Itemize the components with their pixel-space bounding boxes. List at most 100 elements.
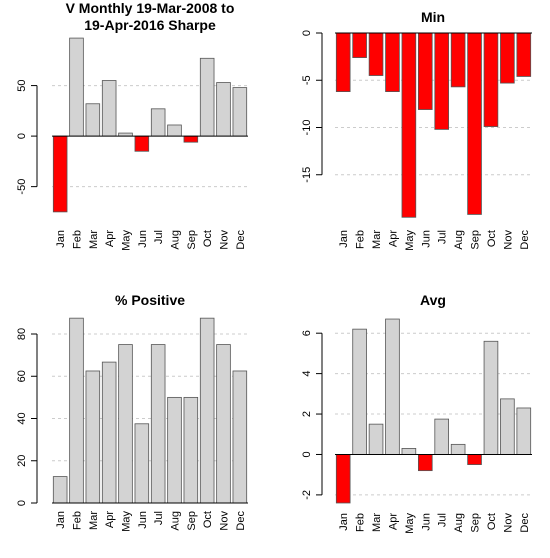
sharpe-bar xyxy=(232,87,248,137)
avg-bar xyxy=(417,454,433,472)
min-x-tick-label: Dec xyxy=(519,230,531,250)
positive-x-tick-label: Aug xyxy=(170,511,182,531)
avg-x-tick-label: Sep xyxy=(470,513,482,533)
sharpe-chart-title: V Monthly 19-Mar-2008 to xyxy=(66,0,235,16)
min-x-tick-label: Mar xyxy=(371,230,383,249)
positive-x-tick-label: Dec xyxy=(235,511,247,531)
min-bar xyxy=(417,32,433,110)
sharpe-bar xyxy=(216,82,231,137)
sharpe-bar xyxy=(150,108,166,137)
sharpe-x-tick-label: Dec xyxy=(235,230,247,250)
avg-x-tick-label: Apr xyxy=(387,513,399,530)
sharpe-bar xyxy=(183,135,199,143)
positive-x-tick-label: Nov xyxy=(219,511,231,531)
avg-x-tick-label: Feb xyxy=(355,513,367,532)
sharpe-x-tick-label: Jul xyxy=(153,230,165,244)
avg-bar xyxy=(368,423,384,455)
positive-x-tick-label: Oct xyxy=(202,511,214,528)
positive-x-tick-label: Apr xyxy=(104,511,116,528)
sharpe-x-tick-label: Mar xyxy=(88,230,100,249)
positive-y-tick-label: 20 xyxy=(16,455,28,467)
sharpe-bar xyxy=(134,135,150,152)
sharpe-y-tick-label: 0 xyxy=(16,133,28,139)
positive-x-tick-label: Jul xyxy=(153,511,165,525)
min-x-tick-label: Jul xyxy=(437,230,449,244)
min-x-tick-label: Feb xyxy=(355,230,367,249)
min-bar xyxy=(385,32,400,92)
avg-bar xyxy=(335,454,351,504)
positive-x-tick-label: Sep xyxy=(186,511,198,531)
avg-bar xyxy=(434,418,450,455)
min-bar xyxy=(450,32,466,88)
min-bar xyxy=(352,32,367,58)
avg-bar xyxy=(450,443,466,455)
avg-bar xyxy=(483,340,499,455)
positive-y-tick-label: 0 xyxy=(16,500,28,506)
min-chart-title: Min xyxy=(421,9,445,25)
min-y-tick-label: 0 xyxy=(301,30,313,36)
avg-x-tick-label: May xyxy=(404,513,416,534)
positive-chart-title: % Positive xyxy=(115,292,185,308)
min-x-tick-label: Jan xyxy=(338,230,350,248)
sharpe-x-tick-label: Apr xyxy=(104,230,116,247)
sharpe-x-tick-label: Aug xyxy=(170,230,182,250)
min-x-tick-label: Jun xyxy=(420,230,432,248)
positive-bar xyxy=(232,370,248,504)
positive-x-tick-label: Mar xyxy=(88,511,100,530)
min-bar xyxy=(467,32,482,215)
avg-x-tick-label: Jul xyxy=(437,513,449,527)
avg-x-tick-label: Mar xyxy=(371,513,383,532)
min-x-tick-label: Aug xyxy=(453,230,465,250)
min-x-tick-label: Sep xyxy=(470,230,482,250)
min-bar xyxy=(483,32,499,127)
avg-x-tick-label: Aug xyxy=(453,513,465,533)
positive-bar xyxy=(167,396,182,504)
min-bar xyxy=(335,32,351,92)
sharpe-x-tick-label: Oct xyxy=(202,230,214,247)
avg-y-tick-label: 4 xyxy=(301,371,313,377)
sharpe-x-tick-label: Jan xyxy=(55,230,67,248)
avg-bar xyxy=(516,407,532,455)
sharpe-bar xyxy=(85,103,101,137)
positive-bar xyxy=(52,476,68,504)
sharpe-bar xyxy=(69,37,84,137)
positive-bar xyxy=(134,423,150,504)
sharpe-y-tick-label: 50 xyxy=(16,79,28,91)
min-x-tick-label: Apr xyxy=(387,230,399,247)
min-bar xyxy=(368,32,384,76)
avg-x-tick-label: Jan xyxy=(338,513,350,531)
positive-chart-panel: % Positive 0 20 40 60 80 Jan Feb Mar Apr May Jun Ju… xyxy=(16,292,248,532)
avg-bar xyxy=(352,328,367,455)
min-chart-panel: Min -15 -10 -5 0 Jan Feb Mar Apr May Jun Jul Aug Sep… xyxy=(301,9,532,251)
avg-bar xyxy=(401,448,417,455)
avg-y-tick-label: -2 xyxy=(301,490,313,500)
sharpe-bar xyxy=(101,80,117,137)
avg-bar xyxy=(500,398,515,455)
sharpe-x-tick-label: Nov xyxy=(219,230,231,250)
positive-bar xyxy=(150,344,166,504)
min-bar xyxy=(516,32,532,77)
min-bar xyxy=(434,32,450,130)
sharpe-y-tick-label: -50 xyxy=(16,179,28,195)
positive-x-tick-label: Jun xyxy=(137,511,149,529)
positive-y-tick-label: 80 xyxy=(16,328,28,340)
avg-y-tick-label: 6 xyxy=(301,330,313,336)
positive-bar xyxy=(199,317,215,504)
sharpe-chart-panel: V Monthly 19-Mar-2008 to 19-Apr-2016 Sha… xyxy=(16,0,248,251)
positive-bar xyxy=(118,344,133,504)
positive-bar xyxy=(183,396,199,504)
positive-bar xyxy=(85,370,101,504)
positive-y-tick-label: 40 xyxy=(16,412,28,424)
positive-bar xyxy=(101,361,117,504)
sharpe-x-tick-label: Sep xyxy=(186,230,198,250)
min-y-tick-label: -10 xyxy=(301,120,313,136)
positive-x-tick-label: May xyxy=(121,511,133,532)
avg-x-tick-label: Nov xyxy=(502,513,514,533)
avg-bar xyxy=(467,454,482,465)
avg-x-tick-label: Oct xyxy=(486,513,498,530)
positive-bar xyxy=(216,344,231,504)
min-y-tick-label: -5 xyxy=(301,75,313,85)
min-x-tick-label: May xyxy=(404,230,416,251)
min-y-tick-label: -15 xyxy=(301,167,313,183)
